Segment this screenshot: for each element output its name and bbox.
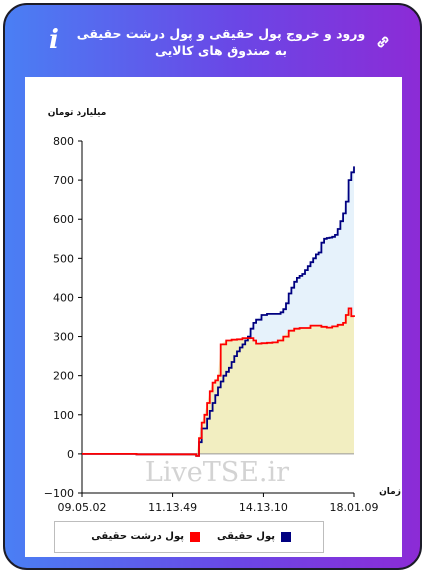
chart-svg: −100 0 100 200 300 400 500 600 700 800 09.05.02 11.… (44, 108, 401, 514)
legend-swatch-real (281, 532, 291, 542)
y-tick-label-8: 700 (53, 174, 74, 187)
series-area-1 (82, 308, 354, 456)
x-tick-label-3: 18.01.09 (330, 501, 379, 514)
link-icon[interactable] (374, 33, 392, 51)
y-tick-label-2: 100 (53, 409, 74, 422)
y-tick-label-1: 0 (67, 448, 74, 461)
y-tick-label-0: −100 (44, 487, 74, 500)
legend: پول حقیقی پول درشت حقیقی (54, 521, 324, 553)
x-tick-label-1: 11.13.49 (148, 501, 197, 514)
x-tick-label-2: 14.13.10 (239, 501, 288, 514)
x-axis-title: زمان (379, 487, 401, 497)
y-tick-label-3: 200 (53, 370, 74, 383)
y-tick-label-6: 500 (53, 252, 74, 265)
card-header: i ورود و خروج پول حقیقی و پول درشت حقیقی… (5, 5, 420, 77)
plot-panel: −100 0 100 200 300 400 500 600 700 800 09.05.02 11.… (25, 77, 402, 557)
y-tick-label-5: 400 (53, 291, 74, 304)
info-icon[interactable]: i (49, 25, 59, 55)
y-tick-label-9: 800 (53, 135, 74, 148)
y-axis-title: میلیارد تومان (48, 108, 107, 118)
series-line-1 (82, 307, 355, 457)
legend-swatch-big-real (190, 532, 200, 542)
chart-title: ورود و خروج پول حقیقی و پول درشت حقیقی ب… (76, 26, 366, 58)
chart-card: i ورود و خروج پول حقیقی و پول درشت حقیقی… (3, 3, 422, 570)
legend-label-real: پول حقیقی (217, 531, 275, 542)
y-tick-label-4: 300 (53, 331, 74, 344)
legend-label-big-real: پول درشت حقیقی (91, 531, 184, 542)
watermark: LiveTSE.ir (145, 457, 289, 488)
series-line-0 (82, 166, 355, 457)
y-tick-label-7: 600 (53, 213, 74, 226)
x-tick-label-0: 09.05.02 (58, 501, 107, 514)
